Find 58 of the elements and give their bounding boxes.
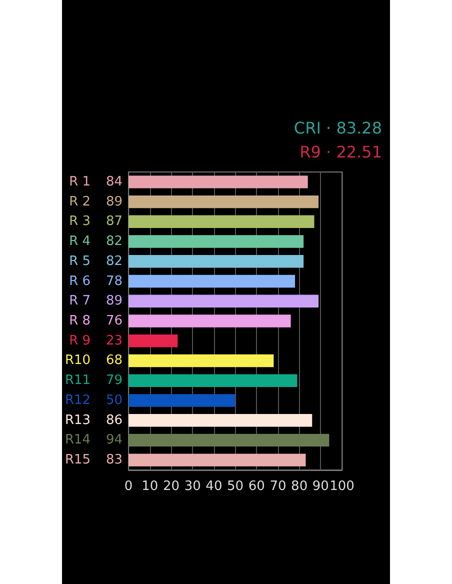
x-tick-label: 80 [291, 479, 308, 494]
y-tick-label: R 9 [69, 333, 91, 348]
data-label: 78 [106, 274, 123, 289]
text: CRI · 83.28 [294, 118, 382, 138]
x-tick-label: 50 [227, 479, 244, 494]
y-tick-label: R 3 [69, 214, 91, 230]
x-tick-label: 100 [330, 479, 354, 494]
text: R9 · 22.51 [300, 142, 382, 162]
y-tick-label: R12 [64, 392, 91, 408]
bar [128, 394, 236, 407]
bar [128, 215, 314, 228]
x-tick-label: 90 [312, 479, 329, 494]
data-label: 86 [106, 412, 123, 428]
data-label: 79 [106, 373, 123, 388]
x-tick-label: 30 [184, 479, 201, 494]
data-label: 23 [106, 333, 123, 348]
x-tick-label: 40 [206, 479, 222, 494]
y-tick-label: R 5 [69, 254, 91, 269]
data-label: 68 [106, 353, 123, 368]
data-label: 83 [106, 452, 123, 468]
y-tick-label: R 7 [69, 294, 91, 309]
y-tick-label: R 4 [69, 234, 91, 250]
y-tick-label: R 8 [69, 314, 91, 328]
x-tick-label: 70 [270, 479, 286, 494]
y-tick-label: R10 [64, 353, 91, 368]
data-label: 76 [106, 314, 123, 328]
bar [128, 314, 291, 328]
y-tick-label: R 6 [69, 274, 91, 289]
bar [128, 354, 274, 368]
y-tick-label: R14 [64, 432, 91, 448]
data-label: 87 [106, 214, 123, 230]
y-tick-label: R15 [64, 452, 91, 468]
x-tick-label: 10 [142, 479, 158, 494]
x-tick-label: 60 [248, 479, 265, 494]
data-label: 82 [106, 234, 123, 250]
bar [128, 334, 178, 348]
bar [128, 274, 296, 288]
x-tick-label: 20 [162, 479, 180, 494]
data-label: 89 [106, 194, 123, 210]
data-label: 84 [106, 174, 123, 190]
data-label: 94 [106, 432, 123, 448]
bar [128, 255, 304, 268]
bar [128, 454, 306, 466]
y-tick-label: R 1 [69, 174, 91, 190]
data-label: 50 [106, 392, 123, 408]
bar [128, 374, 298, 387]
y-tick-label: R 2 [69, 194, 91, 210]
bar [128, 414, 312, 427]
x-tick-label: 0 [124, 479, 133, 494]
bar [128, 294, 319, 308]
y-tick-label: R13 [64, 412, 91, 428]
bar [128, 235, 304, 248]
bar [128, 434, 330, 447]
y-tick-label: R11 [64, 373, 91, 388]
data-label: 89 [106, 294, 123, 309]
data-label: 82 [106, 254, 123, 269]
bar [128, 195, 319, 208]
bar [128, 176, 308, 188]
